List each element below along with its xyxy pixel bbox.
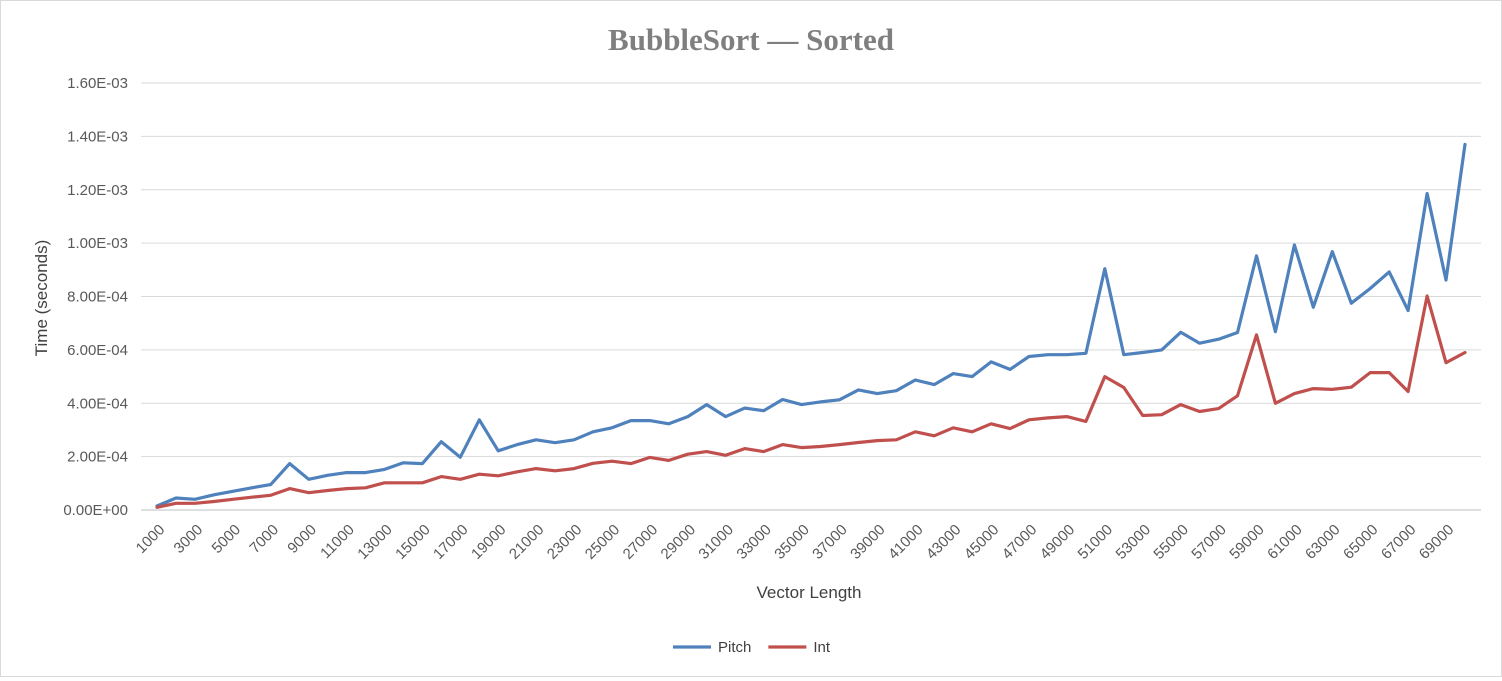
x-tick-label: 11000 <box>317 521 358 562</box>
x-tick-label: 19000 <box>468 521 510 563</box>
x-tick-label: 57000 <box>1188 521 1230 563</box>
x-tick-label: 49000 <box>1037 521 1079 563</box>
x-tick-label: 39000 <box>847 521 889 563</box>
legend: Pitch Int <box>673 639 831 656</box>
x-tick-label: 15000 <box>392 521 434 563</box>
x-tick-label: 63000 <box>1302 521 1344 563</box>
x-tick-label: 37000 <box>809 521 851 563</box>
x-axis-ticks: 1000 3000 5000 7000 900011000130001500017000… <box>133 521 1458 563</box>
x-tick-label: 51000 <box>1075 521 1117 563</box>
x-tick-label: 33000 <box>733 521 775 563</box>
y-axis-label: Time (seconds) <box>32 240 51 357</box>
series-line-pitch <box>155 142 1467 508</box>
x-tick-label: 29000 <box>658 521 700 563</box>
x-tick-label: 41000 <box>885 521 927 563</box>
x-tick-label: 69000 <box>1416 521 1458 563</box>
x-tick-label: 31000 <box>695 521 737 563</box>
y-tick-label: 1.20E-03 <box>67 182 128 199</box>
x-tick-label: 5000 <box>209 521 245 557</box>
y-tick-label: 0.00E+00 <box>63 502 128 519</box>
y-tick-label: 1.00E-03 <box>67 235 128 252</box>
y-tick-label: 1.60E-03 <box>67 75 128 92</box>
y-tick-label: 6.00E-04 <box>67 342 128 359</box>
legend-label-int: Int <box>813 639 831 656</box>
y-axis-ticks: 0.00E+00 2.00E-04 4.00E-04 6.00E-04 8.00E-04… <box>63 75 128 519</box>
x-tick-label: 27000 <box>620 521 662 563</box>
x-tick-label: 65000 <box>1340 521 1382 563</box>
x-tick-label: 55000 <box>1150 521 1192 563</box>
legend-label-pitch: Pitch <box>718 639 751 656</box>
series-line-int <box>155 294 1467 509</box>
y-tick-label: 2.00E-04 <box>67 449 128 466</box>
x-tick-label: 17000 <box>430 521 472 563</box>
x-tick-label: 47000 <box>999 521 1041 563</box>
x-tick-label: 13000 <box>354 521 396 563</box>
x-tick-label: 61000 <box>1264 521 1306 563</box>
x-tick-label: 67000 <box>1378 521 1420 563</box>
x-tick-label: 25000 <box>582 521 624 563</box>
x-tick-label: 9000 <box>284 521 320 557</box>
x-tick-label: 43000 <box>923 521 965 563</box>
chart-title: BubbleSort — Sorted <box>608 22 894 57</box>
x-tick-label: 1000 <box>133 521 169 557</box>
x-tick-label: 35000 <box>771 521 813 563</box>
y-tick-label: 4.00E-04 <box>67 395 128 412</box>
x-tick-label: 59000 <box>1226 521 1268 563</box>
x-tick-label: 53000 <box>1113 521 1155 563</box>
x-tick-label: 45000 <box>961 521 1003 563</box>
y-tick-label: 1.40E-03 <box>67 128 128 145</box>
x-tick-label: 3000 <box>171 521 207 557</box>
series-lines <box>155 142 1467 509</box>
x-axis-label: Vector Length <box>757 583 862 602</box>
x-tick-label: 21000 <box>506 521 548 563</box>
x-tick-label: 23000 <box>544 521 586 563</box>
x-tick-label: 7000 <box>246 521 282 557</box>
y-tick-label: 8.00E-04 <box>67 289 128 306</box>
gridlines <box>141 82 1481 511</box>
